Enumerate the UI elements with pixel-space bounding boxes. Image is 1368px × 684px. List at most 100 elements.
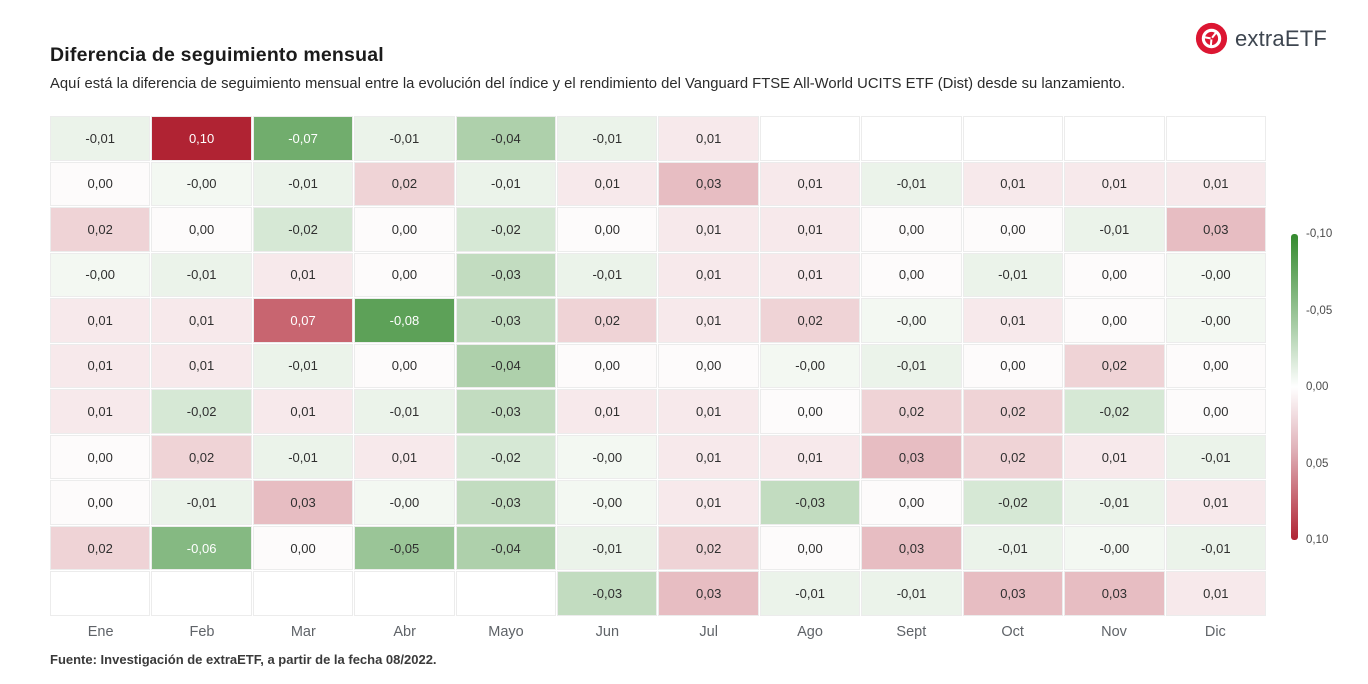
heatmap-cell[interactable]: -0,00 <box>759 343 861 389</box>
heatmap-cell[interactable]: 0,01 <box>759 161 861 207</box>
heatmap-cell[interactable]: -0,03 <box>455 389 557 434</box>
heatmap-cell[interactable]: 0,00 <box>354 207 455 252</box>
heatmap-cell[interactable]: -0,08 <box>354 298 455 343</box>
heatmap-cell[interactable]: 0,00 <box>658 343 759 389</box>
heatmap-cell[interactable]: 0,03 <box>658 161 759 207</box>
heatmap-cell[interactable]: 0,01 <box>658 434 759 480</box>
heatmap-cell[interactable]: 0,01 <box>1165 480 1266 525</box>
heatmap-cell[interactable]: -0,06 <box>151 525 252 571</box>
heatmap-cell[interactable]: 0,03 <box>861 525 962 571</box>
heatmap-cell[interactable]: -0,00 <box>557 480 658 525</box>
heatmap-cell[interactable]: -0,01 <box>252 434 354 480</box>
heatmap-cell[interactable]: 0,01 <box>151 298 252 343</box>
heatmap-cell[interactable]: 0,00 <box>861 252 962 298</box>
heatmap-cell[interactable]: -0,01 <box>759 571 861 616</box>
heatmap-cell[interactable]: 0,01 <box>354 434 455 480</box>
heatmap-cell[interactable]: -0,03 <box>455 252 557 298</box>
heatmap-cell[interactable]: 0,01 <box>658 480 759 525</box>
heatmap-cell[interactable]: 0,02 <box>658 525 759 571</box>
heatmap-cell[interactable]: 0,01 <box>658 298 759 343</box>
heatmap-cell[interactable]: -0,00 <box>354 480 455 525</box>
heatmap-cell[interactable]: 0,01 <box>1165 571 1266 616</box>
heatmap-cell[interactable]: 0,00 <box>1165 343 1266 389</box>
heatmap-cell[interactable]: -0,02 <box>151 389 252 434</box>
heatmap-cell[interactable]: -0,01 <box>861 161 962 207</box>
heatmap-cell[interactable]: 0,10 <box>151 116 252 161</box>
heatmap-cell[interactable]: -0,01 <box>252 161 354 207</box>
heatmap-cell[interactable]: 0,01 <box>658 389 759 434</box>
heatmap-cell[interactable]: 0,00 <box>962 343 1064 389</box>
heatmap-cell[interactable]: 0,01 <box>1064 434 1165 480</box>
heatmap-cell[interactable]: 0,00 <box>861 207 962 252</box>
heatmap-cell[interactable]: 0,01 <box>962 298 1064 343</box>
heatmap-cell[interactable]: -0,01 <box>962 252 1064 298</box>
heatmap-cell[interactable]: 0,01 <box>759 252 861 298</box>
heatmap-cell[interactable]: 0,02 <box>861 389 962 434</box>
heatmap-cell[interactable]: -0,02 <box>1064 389 1165 434</box>
heatmap-cell[interactable]: -0,00 <box>50 252 151 298</box>
heatmap-cell[interactable]: 0,00 <box>50 161 151 207</box>
heatmap-cell[interactable]: 0,01 <box>1165 161 1266 207</box>
heatmap-cell[interactable]: 0,00 <box>1165 389 1266 434</box>
heatmap-cell[interactable]: 0,03 <box>861 434 962 480</box>
heatmap-cell[interactable]: -0,04 <box>455 116 557 161</box>
heatmap-cell[interactable]: 0,02 <box>557 298 658 343</box>
heatmap-cell[interactable]: 0,01 <box>252 389 354 434</box>
heatmap-cell[interactable]: -0,03 <box>455 298 557 343</box>
heatmap-cell[interactable]: -0,01 <box>1165 525 1266 571</box>
heatmap-cell[interactable]: 0,00 <box>759 389 861 434</box>
heatmap-cell[interactable]: -0,03 <box>455 480 557 525</box>
heatmap-cell[interactable]: 0,01 <box>50 389 151 434</box>
heatmap-cell[interactable]: 0,00 <box>252 525 354 571</box>
heatmap-cell[interactable]: 0,00 <box>557 207 658 252</box>
heatmap-cell[interactable]: 0,01 <box>557 161 658 207</box>
heatmap-cell[interactable]: -0,01 <box>354 116 455 161</box>
heatmap-cell[interactable]: 0,01 <box>962 161 1064 207</box>
heatmap-cell[interactable]: 0,02 <box>1064 343 1165 389</box>
heatmap-cell[interactable]: -0,00 <box>557 434 658 480</box>
heatmap-cell[interactable]: 0,07 <box>252 298 354 343</box>
heatmap-cell[interactable]: 0,01 <box>1064 161 1165 207</box>
heatmap-cell[interactable]: -0,01 <box>455 161 557 207</box>
heatmap-cell[interactable]: -0,00 <box>1165 252 1266 298</box>
heatmap-cell[interactable]: -0,01 <box>252 343 354 389</box>
heatmap-cell[interactable]: 0,02 <box>151 434 252 480</box>
heatmap-cell[interactable]: 0,02 <box>50 525 151 571</box>
heatmap-cell[interactable]: 0,02 <box>759 298 861 343</box>
heatmap-cell[interactable]: -0,00 <box>1165 298 1266 343</box>
heatmap-cell[interactable]: 0,01 <box>50 298 151 343</box>
heatmap-cell[interactable]: 0,03 <box>1064 571 1165 616</box>
heatmap-cell[interactable]: 0,02 <box>50 207 151 252</box>
heatmap-cell[interactable]: -0,01 <box>1165 434 1266 480</box>
heatmap-cell[interactable]: 0,01 <box>658 207 759 252</box>
heatmap-cell[interactable]: -0,05 <box>354 525 455 571</box>
heatmap-cell[interactable]: -0,00 <box>861 298 962 343</box>
heatmap-cell[interactable]: 0,01 <box>557 389 658 434</box>
heatmap-cell[interactable]: -0,04 <box>455 525 557 571</box>
heatmap-cell[interactable]: 0,01 <box>658 252 759 298</box>
heatmap-cell[interactable]: 0,00 <box>1064 298 1165 343</box>
heatmap-cell[interactable]: -0,01 <box>861 571 962 616</box>
heatmap-cell[interactable]: 0,03 <box>252 480 354 525</box>
heatmap-cell[interactable]: 0,01 <box>759 207 861 252</box>
heatmap-cell[interactable]: -0,07 <box>252 116 354 161</box>
heatmap-cell[interactable]: 0,03 <box>1165 207 1266 252</box>
heatmap-cell[interactable]: -0,01 <box>962 525 1064 571</box>
heatmap-cell[interactable]: 0,02 <box>354 161 455 207</box>
heatmap-cell[interactable]: -0,01 <box>1064 207 1165 252</box>
heatmap-cell[interactable]: -0,02 <box>455 434 557 480</box>
heatmap-cell[interactable]: -0,02 <box>962 480 1064 525</box>
heatmap-cell[interactable]: -0,00 <box>151 161 252 207</box>
heatmap-cell[interactable]: -0,04 <box>455 343 557 389</box>
heatmap-cell[interactable]: -0,00 <box>1064 525 1165 571</box>
heatmap-cell[interactable]: -0,01 <box>151 252 252 298</box>
heatmap-cell[interactable]: 0,03 <box>962 571 1064 616</box>
heatmap-cell[interactable]: -0,02 <box>252 207 354 252</box>
heatmap-cell[interactable]: 0,00 <box>50 434 151 480</box>
heatmap-cell[interactable]: 0,00 <box>759 525 861 571</box>
heatmap-cell[interactable]: -0,01 <box>50 116 151 161</box>
heatmap-cell[interactable]: 0,00 <box>354 252 455 298</box>
heatmap-cell[interactable]: 0,02 <box>962 434 1064 480</box>
heatmap-cell[interactable]: -0,01 <box>151 480 252 525</box>
heatmap-cell[interactable]: 0,01 <box>759 434 861 480</box>
